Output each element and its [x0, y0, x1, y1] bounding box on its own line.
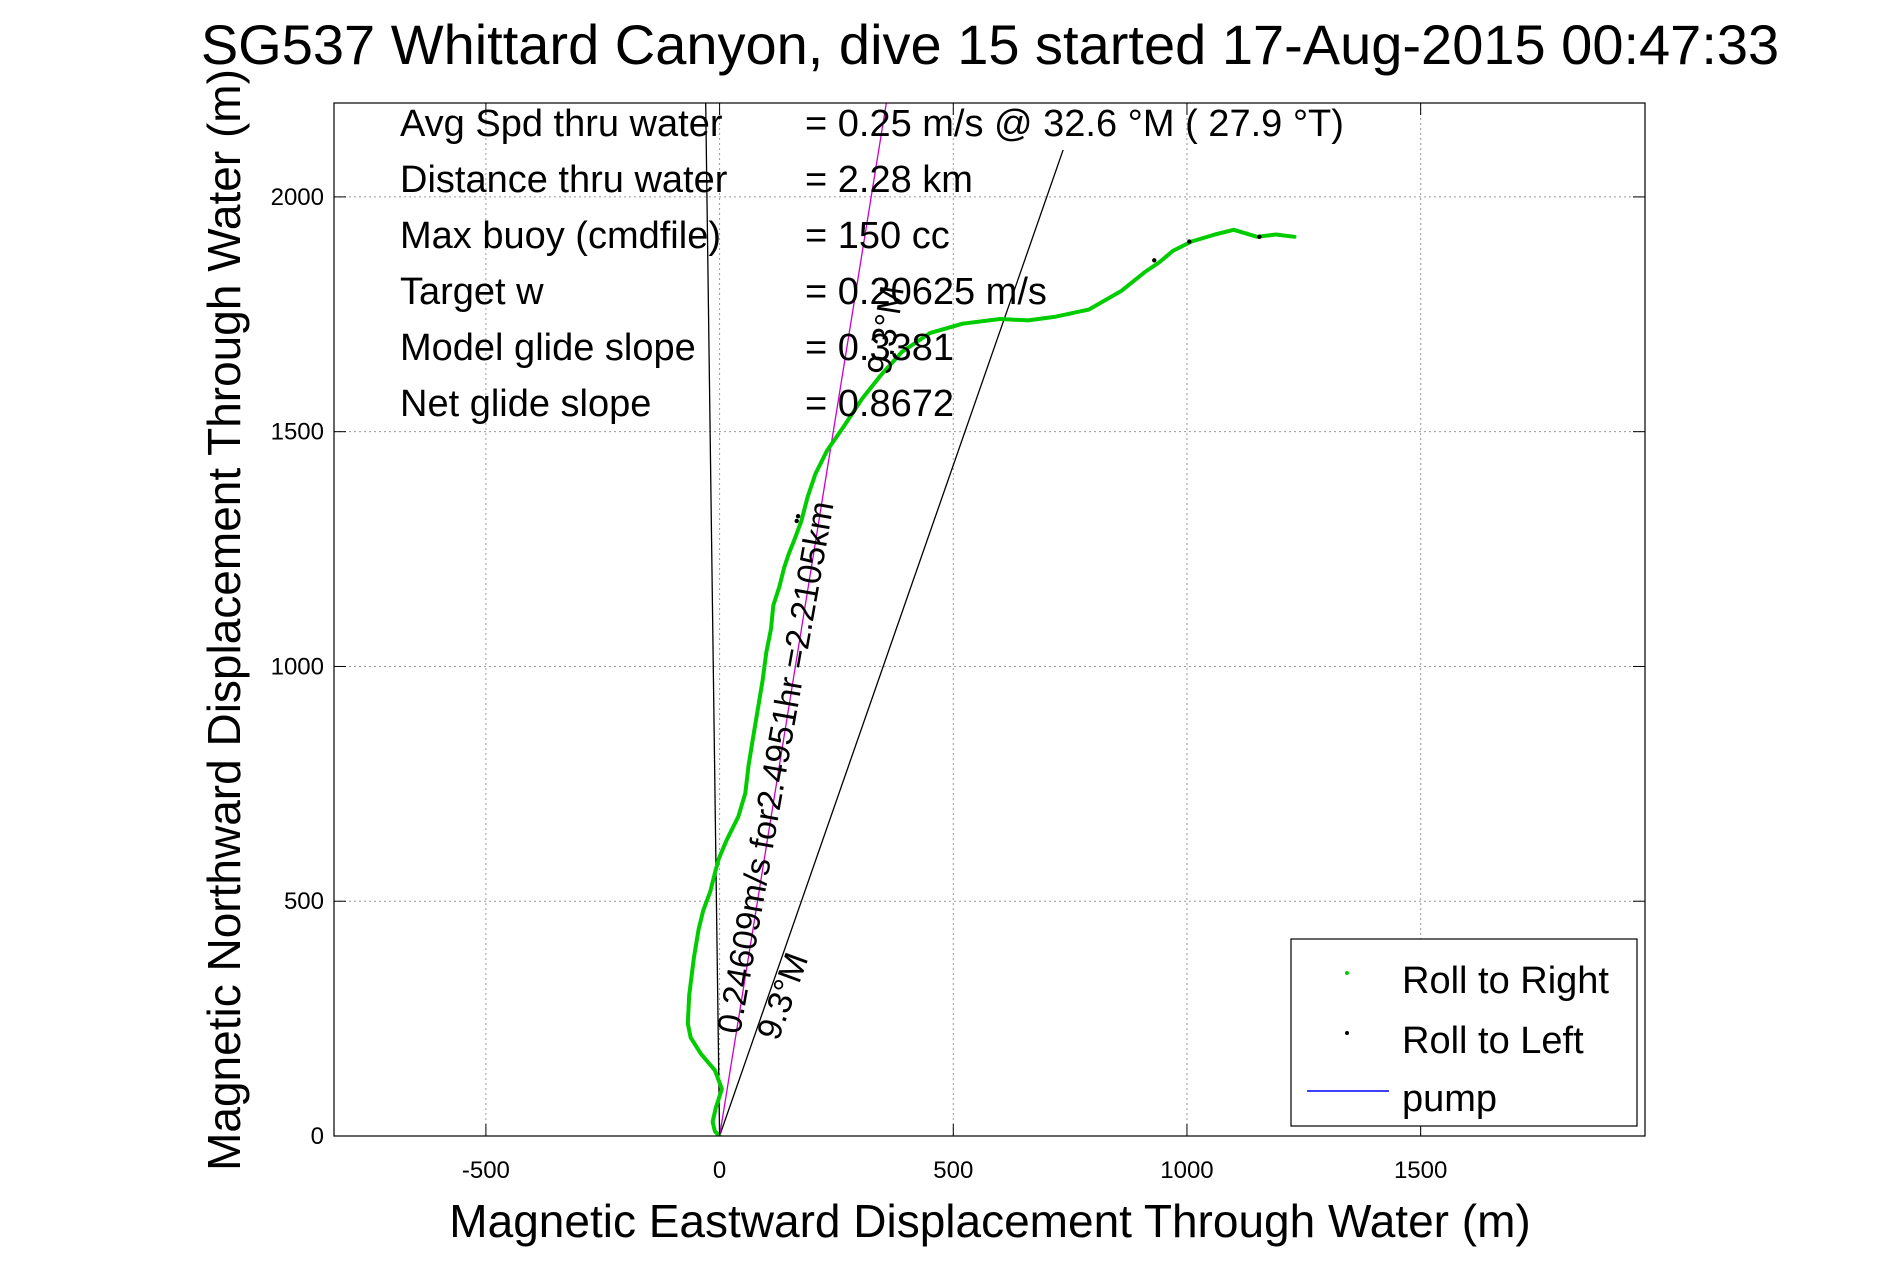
- axis-ticks: -500 0 500 1000 1500 0 500 1000 1500 2000: [271, 103, 1645, 1184]
- y-tick-label: 1000: [271, 653, 324, 680]
- x-tick-label: 500: [933, 1157, 973, 1184]
- y-tick-label: 500: [284, 888, 324, 915]
- legend-marker-roll-right: [1345, 971, 1349, 975]
- roll-to-left-point: [1152, 258, 1157, 263]
- stat-value-target-w: = 0.20625 m/s: [805, 271, 1047, 313]
- x-tick-label: -500: [462, 1157, 510, 1184]
- x-axis-label: Magnetic Eastward Displacement Through W…: [449, 1195, 1530, 1247]
- chart-title: SG537 Whittard Canyon, dive 15 started 1…: [201, 13, 1779, 76]
- legend-label-roll-left: Roll to Left: [1402, 1020, 1584, 1062]
- stat-value-distance: = 2.28 km: [805, 159, 973, 201]
- stat-label-model-glide: Model glide slope: [400, 327, 696, 369]
- reference-line: [718, 103, 887, 1136]
- y-axis-label: Magnetic Northward Displacement Through …: [198, 69, 250, 1171]
- roll-to-left-point: [1187, 239, 1192, 244]
- y-tick-label: 2000: [271, 184, 324, 211]
- legend-label-roll-right: Roll to Right: [1402, 960, 1609, 1002]
- stat-value-model-glide: = 0.3381: [805, 327, 954, 369]
- stat-value-max-buoy: = 150 cc: [805, 215, 950, 257]
- stat-label-max-buoy: Max buoy (cmdfile): [400, 215, 721, 257]
- stat-value-net-glide: = 0.8672: [805, 383, 954, 425]
- x-tick-label: 1000: [1160, 1157, 1213, 1184]
- x-tick-label: 1500: [1394, 1157, 1447, 1184]
- series-layer: [685, 227, 1297, 1136]
- reference-line: [705, 103, 721, 1136]
- reference-line: [718, 149, 1064, 1136]
- legend-marker-roll-left: [1345, 1031, 1349, 1035]
- stats-box: Avg Spd thru water = 0.25 m/s @ 32.6 °M …: [400, 103, 1344, 425]
- stat-label-avg-speed: Avg Spd thru water: [400, 103, 723, 145]
- roll-to-left-point: [794, 518, 799, 524]
- reference-lines: [705, 103, 1064, 1136]
- x-tick-label: 0: [713, 1157, 726, 1184]
- roll-to-left-point: [1257, 234, 1262, 240]
- y-tick-label: 0: [311, 1123, 324, 1150]
- plot-frame: [333, 102, 1646, 1137]
- stat-label-distance: Distance thru water: [400, 159, 728, 201]
- series-roll-to-right: [685, 227, 1297, 1136]
- legend: Roll to Right Roll to Left pump: [1290, 938, 1638, 1127]
- roll-to-left-point: [795, 514, 801, 519]
- stat-value-avg-speed: = 0.25 m/s @ 32.6 °M ( 27.9 °T): [805, 103, 1344, 145]
- y-tick-label: 1500: [271, 419, 324, 446]
- stat-label-target-w: Target w: [400, 271, 544, 313]
- legend-label-pump: pump: [1402, 1078, 1497, 1120]
- stat-label-net-glide: Net glide slope: [400, 383, 651, 425]
